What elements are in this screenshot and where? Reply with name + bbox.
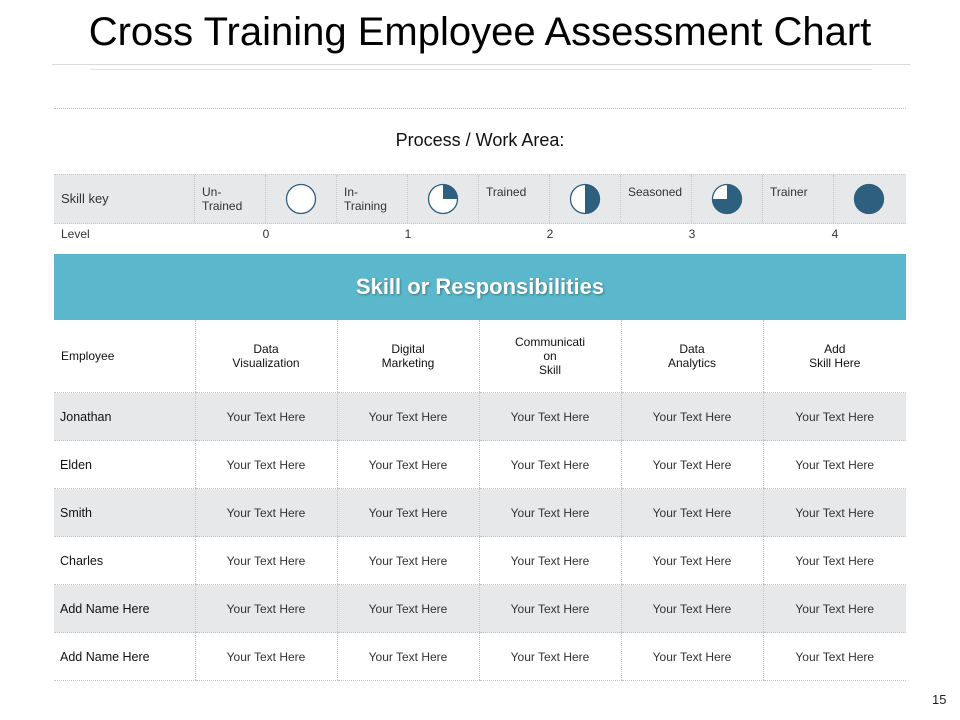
employee-name-cell: Elden (54, 440, 195, 489)
skill-level-trainer-label: Trainer (770, 185, 808, 199)
table-row: Jonathan Your Text Here Your Text Here Y… (54, 392, 906, 441)
full-circle-icon (853, 183, 885, 215)
skill-cell: Your Text Here (478, 632, 621, 681)
employee-name-cell: Add Name Here (54, 632, 195, 681)
skill-cell: Your Text Here (620, 488, 763, 537)
skill-cell: Your Text Here (620, 584, 763, 633)
page-number: 15 (932, 692, 947, 707)
skill-key-label: Skill key (61, 191, 109, 206)
skill-cell: Your Text Here (762, 440, 906, 489)
skill-cell: Your Text Here (336, 440, 479, 489)
skill-level-seasoned-label: Seasoned (628, 185, 683, 199)
table-row: Smith Your Text Here Your Text Here Your… (54, 488, 906, 537)
skill-cell: Your Text Here (762, 632, 906, 681)
table-row: Add Name Here Your Text Here Your Text H… (54, 632, 906, 681)
skill-level-in-training-icon-cell (407, 175, 478, 223)
skill-responsibilities-banner: Skill or Responsibilities (54, 254, 906, 320)
level-number: 4 (831, 227, 839, 241)
level-number: 0 (262, 227, 270, 241)
table-row: Charles Your Text Here Your Text Here Yo… (54, 536, 906, 585)
skill-key-header-cell: Skill key (54, 175, 194, 223)
skill-level-trainer-icon-cell (833, 175, 904, 223)
column-header: Data Analytics (620, 320, 763, 393)
skill-level-trained-icon-cell (549, 175, 620, 223)
skill-cell: Your Text Here (194, 632, 337, 681)
employee-name-cell: Jonathan (54, 392, 195, 441)
table-header-row: Employee Data Visualization Digital Mark… (54, 320, 906, 393)
skill-cell: Your Text Here (336, 488, 479, 537)
column-header: Communicati on Skill (478, 320, 621, 393)
title-divider-secondary (90, 69, 872, 70)
employee-skill-table: Employee Data Visualization Digital Mark… (54, 320, 906, 681)
skill-cell: Your Text Here (336, 584, 479, 633)
skill-cell: Your Text Here (478, 392, 621, 441)
panel-top-border (54, 108, 906, 109)
level-row: Level 0 1 2 3 4 (54, 223, 906, 249)
skill-level-seasoned-icon-cell (691, 175, 762, 223)
column-header: Employee (54, 320, 195, 393)
skill-level-trained-cell: Trained (478, 175, 549, 223)
column-header: Add Skill Here (762, 320, 906, 393)
skill-cell: Your Text Here (194, 584, 337, 633)
level-label: Level (61, 227, 90, 241)
skill-cell: Your Text Here (336, 536, 479, 585)
slide-title: Cross Training Employee Assessment Chart (88, 10, 872, 54)
skill-cell: Your Text Here (620, 536, 763, 585)
skill-cell: Your Text Here (478, 536, 621, 585)
skill-cell: Your Text Here (620, 440, 763, 489)
skill-cell: Your Text Here (336, 392, 479, 441)
skill-cell: Your Text Here (194, 440, 337, 489)
skill-level-seasoned-cell: Seasoned (620, 175, 691, 223)
skill-cell: Your Text Here (194, 392, 337, 441)
skill-level-trained-label: Trained (486, 185, 527, 199)
skill-cell: Your Text Here (478, 584, 621, 633)
process-work-area-label: Process / Work Area: (395, 130, 565, 150)
skill-level-in-training-cell: In- Training (336, 175, 407, 223)
skill-cell: Your Text Here (762, 584, 906, 633)
column-header: Data Visualization (194, 320, 337, 393)
skill-cell: Your Text Here (336, 632, 479, 681)
empty-circle-icon (285, 183, 317, 215)
skill-cell: Your Text Here (620, 392, 763, 441)
column-header: Digital Marketing (336, 320, 479, 393)
skill-cell: Your Text Here (478, 440, 621, 489)
skill-level-untrained-cell: Un- Trained (194, 175, 265, 223)
three-quarter-circle-icon (711, 183, 743, 215)
skill-cell: Your Text Here (478, 488, 621, 537)
skill-cell: Your Text Here (620, 632, 763, 681)
skill-cell: Your Text Here (194, 536, 337, 585)
employee-name-cell: Add Name Here (54, 584, 195, 633)
level-number: 1 (404, 227, 412, 241)
skill-level-trainer-cell: Trainer (762, 175, 833, 223)
quarter-circle-icon (427, 183, 459, 215)
table-row: Add Name Here Your Text Here Your Text H… (54, 584, 906, 633)
skill-level-untrained-icon-cell (265, 175, 336, 223)
skill-cell: Your Text Here (762, 536, 906, 585)
level-number: 3 (688, 227, 696, 241)
title-divider (52, 64, 910, 65)
skill-cell: Your Text Here (762, 392, 906, 441)
skill-level-in-training-label: In- Training (344, 185, 387, 213)
skill-cell: Your Text Here (194, 488, 337, 537)
skill-cell: Your Text Here (762, 488, 906, 537)
skill-key-row: Skill key Un- Trained In- Training Train… (54, 174, 906, 224)
table-row: Elden Your Text Here Your Text Here Your… (54, 440, 906, 489)
skill-level-untrained-label: Un- Trained (202, 185, 243, 213)
half-circle-icon (569, 183, 601, 215)
level-number: 2 (546, 227, 554, 241)
employee-name-cell: Smith (54, 488, 195, 537)
employee-name-cell: Charles (54, 536, 195, 585)
